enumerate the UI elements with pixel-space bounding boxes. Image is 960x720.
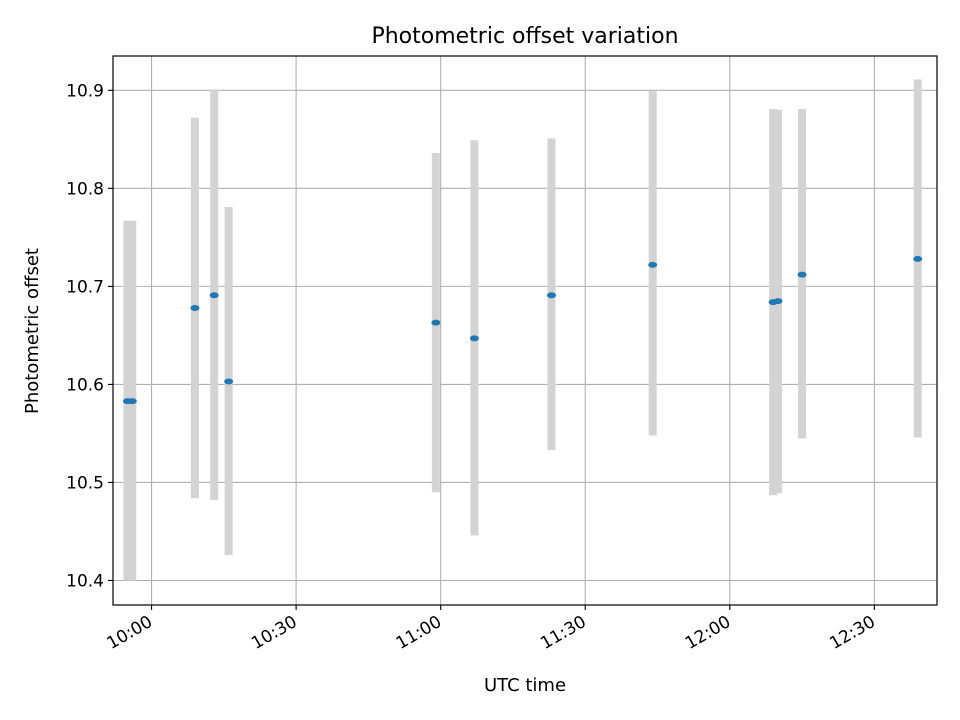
y-axis-ticks: 10.4 10.5 10.6 10.7 10.8 10.9 (66, 81, 113, 591)
data-point (209, 292, 219, 299)
y-axis-label: Photometric offset (22, 248, 43, 414)
data-point (224, 378, 234, 385)
data-point (127, 398, 137, 405)
y-tick-label: 10.8 (66, 179, 104, 199)
x-axis-label: UTC time (484, 675, 566, 696)
data-point (913, 255, 923, 262)
y-tick-label: 10.5 (66, 473, 104, 493)
y-tick-label: 10.4 (66, 571, 104, 591)
plot-frame (112, 55, 938, 606)
data-point (797, 271, 807, 278)
data-point (190, 304, 200, 311)
chart-title: Photometric offset variation (371, 24, 678, 49)
data-point (547, 292, 557, 299)
data-points (122, 255, 923, 405)
y-tick-label: 10.6 (66, 375, 104, 395)
data-point (648, 261, 658, 268)
y-tick-label: 10.7 (66, 277, 104, 297)
data-point (773, 298, 783, 305)
data-point (431, 319, 441, 326)
data-point (469, 335, 479, 342)
y-tick-label: 10.9 (66, 81, 104, 101)
